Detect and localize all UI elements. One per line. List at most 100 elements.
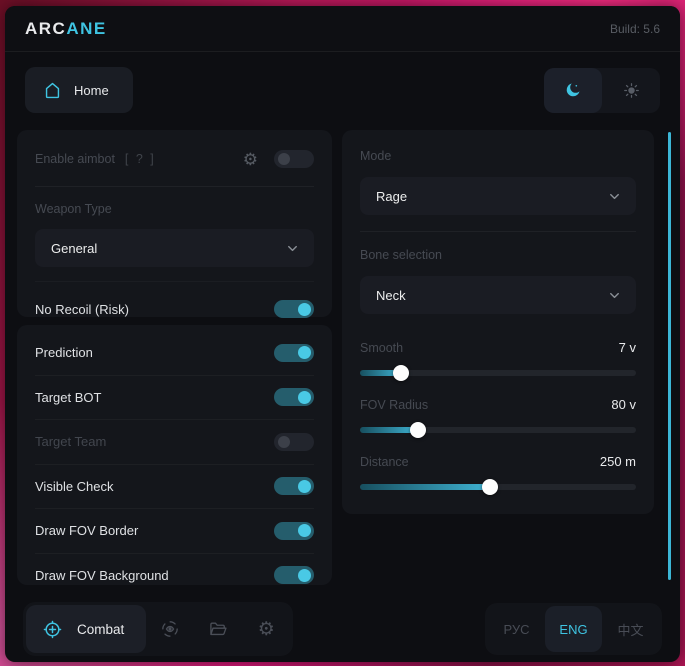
draw-fov-background-toggle[interactable] — [274, 566, 314, 585]
toggle-knob — [298, 568, 311, 582]
smooth-slider[interactable] — [360, 370, 636, 376]
no-recoil-toggle[interactable] — [274, 300, 314, 318]
chevron-down-icon — [607, 288, 622, 303]
language-eng-button[interactable]: ENG — [545, 606, 602, 652]
home-label: Home — [74, 82, 109, 98]
configs-tab-button[interactable] — [194, 605, 242, 653]
visuals-tab-button[interactable] — [146, 605, 194, 653]
home-button[interactable]: Home — [25, 67, 133, 113]
target-bot-toggle[interactable] — [274, 388, 314, 407]
app-logo: ARCANE — [25, 19, 107, 39]
theme-switcher — [544, 67, 660, 113]
logo-part-1: ARC — [25, 18, 67, 38]
eye-scan-icon — [160, 619, 180, 639]
toggle-knob — [278, 435, 290, 448]
build-version: Build: 5.6 — [609, 21, 660, 36]
prediction-toggle[interactable] — [274, 343, 314, 362]
enable-aimbot-row: Enable aimbot [ ? ] ⚙ — [35, 145, 314, 173]
toggle-label: Visible Check — [35, 478, 114, 494]
toggle-knob — [298, 346, 311, 360]
toggle-knob — [298, 479, 311, 493]
toggle-label: Prediction — [35, 345, 93, 361]
visible-check-toggle[interactable] — [274, 477, 314, 496]
toggle-knob — [298, 524, 311, 538]
footer-bar: Combat — [5, 600, 680, 662]
distance-slider-group: Distance 250 m — [360, 454, 636, 490]
left-column: Enable aimbot [ ? ] ⚙ Weapon Type Genera… — [17, 130, 332, 585]
toggle-row: Target Team — [35, 420, 314, 465]
weapon-type-label: Weapon Type — [35, 202, 112, 216]
distance-slider[interactable] — [360, 484, 636, 490]
bone-selection-label: Bone selection — [360, 248, 443, 262]
mode-dropdown[interactable]: Rage — [360, 177, 636, 215]
enable-aimbot-hint: [ ? ] — [124, 152, 156, 166]
toggles-card: Prediction Target BOT Target Team Visibl… — [17, 325, 332, 585]
toggle-row: Prediction — [35, 331, 314, 376]
toggle-row: Target BOT — [35, 376, 314, 420]
fov-radius-label: FOV Radius — [360, 397, 429, 412]
toggle-knob — [298, 302, 311, 316]
bone-selection-dropdown[interactable]: Neck — [360, 276, 636, 314]
target-team-toggle[interactable] — [274, 432, 314, 451]
toggle-label: Draw FOV Background — [35, 567, 169, 583]
slider-fill[interactable] — [360, 427, 418, 433]
mode-value: Rage — [376, 188, 408, 204]
app-window: ARCANE Build: 5.6 Home — [5, 6, 680, 662]
toggle-row: Draw FOV Background — [35, 554, 314, 586]
toggle-label: Draw FOV Border — [35, 523, 139, 539]
fov-radius-slider-group: FOV Radius 80 v — [360, 397, 636, 433]
no-recoil-label: No Recoil (Risk) — [35, 301, 129, 317]
right-column: Mode Rage Bone selection Neck — [342, 130, 654, 585]
footer-tabs: Combat — [23, 602, 294, 656]
toggle-label: Target Team — [35, 434, 107, 450]
aimbot-settings-gear-icon[interactable]: ⚙ — [242, 149, 258, 169]
divider — [35, 281, 314, 282]
dark-theme-button[interactable] — [544, 67, 602, 113]
sun-icon — [623, 82, 640, 99]
mode-label: Mode — [360, 149, 392, 163]
toggle-label: Target BOT — [35, 389, 102, 405]
combat-tab-label: Combat — [77, 621, 125, 637]
distance-value: 250 m — [599, 454, 636, 469]
chevron-down-icon — [607, 189, 622, 204]
toggle-row: Visible Check — [35, 465, 314, 509]
weapon-type-value: General — [51, 240, 98, 256]
gear-icon: ⚙ — [257, 618, 275, 640]
logo-part-2: ANE — [66, 18, 107, 38]
light-theme-button[interactable] — [602, 68, 660, 113]
smooth-label: Smooth — [360, 340, 404, 355]
no-recoil-row: No Recoil (Risk) — [35, 296, 314, 322]
aimbot-card: Enable aimbot [ ? ] ⚙ Weapon Type Genera… — [17, 130, 332, 318]
bone-selection-value: Neck — [376, 287, 406, 303]
chevron-down-icon — [285, 241, 300, 256]
combat-tab-button[interactable]: Combat — [26, 605, 147, 653]
home-icon — [43, 81, 62, 100]
language-chinese-button[interactable]: 中文 — [602, 606, 659, 652]
settings-tab-button[interactable]: ⚙ — [242, 605, 290, 653]
title-bar: ARCANE Build: 5.6 — [5, 6, 680, 52]
divider — [35, 186, 314, 187]
fov-radius-slider[interactable] — [360, 427, 636, 433]
folder-open-icon — [208, 619, 228, 639]
fov-radius-value: 80 v — [611, 397, 636, 412]
enable-aimbot-label: Enable aimbot — [35, 152, 115, 166]
toggle-knob — [298, 390, 311, 404]
slider-fill[interactable] — [360, 484, 490, 490]
crosshair-icon — [42, 619, 63, 640]
weapon-type-dropdown[interactable]: General — [35, 229, 314, 267]
toggle-row: Draw FOV Border — [35, 509, 314, 554]
vertical-scrollbar[interactable] — [668, 132, 671, 580]
distance-label: Distance — [360, 454, 409, 469]
slider-fill[interactable] — [360, 370, 402, 376]
content-area: Enable aimbot [ ? ] ⚙ Weapon Type Genera… — [5, 128, 680, 600]
toggle-knob — [278, 153, 290, 165]
smooth-value: 7 v — [618, 340, 636, 355]
language-rus-button[interactable]: РУС — [488, 606, 545, 652]
enable-aimbot-toggle[interactable] — [274, 150, 314, 168]
draw-fov-border-toggle[interactable] — [274, 521, 314, 540]
nav-bar: Home — [5, 52, 680, 128]
divider — [360, 231, 636, 232]
smooth-slider-group: Smooth 7 v — [360, 340, 636, 376]
settings-card: Mode Rage Bone selection Neck — [342, 130, 654, 514]
moon-icon — [564, 81, 582, 99]
